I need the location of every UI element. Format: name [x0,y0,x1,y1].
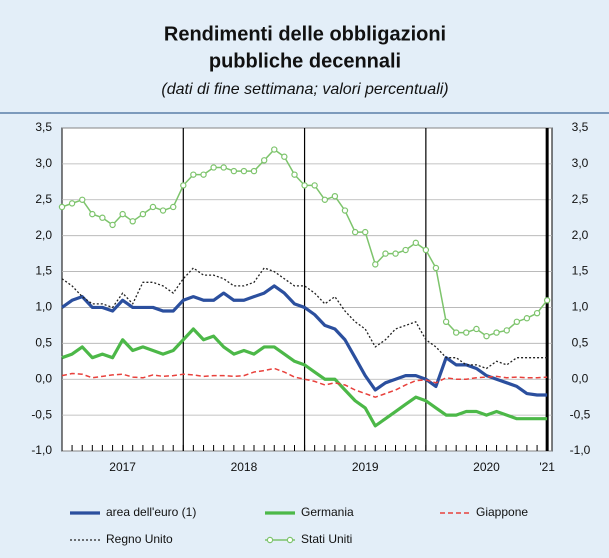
series-marker [139,210,147,218]
series-marker [533,309,541,317]
series-marker [291,171,298,178]
series-marker [301,182,308,189]
series-marker [180,182,187,189]
series-marker [493,329,500,336]
series-marker [260,157,268,164]
x-tick-label: 2018 [231,460,258,474]
x-tick-label: '21 [539,460,555,474]
series-marker [523,315,531,322]
series-marker [351,228,359,236]
series-marker [321,196,329,203]
chart-title: Rendimenti delle obbligazioni [164,23,446,45]
series-marker [240,167,248,175]
series-marker [89,210,96,218]
series-marker [149,203,157,211]
x-tick-label: 2019 [352,460,379,474]
series-marker [200,171,207,178]
series-marker [372,261,379,268]
y-tick-label: 2,0 [35,228,52,242]
y2-tick-label: 2,0 [572,228,589,242]
series-marker [432,264,440,272]
series-line [61,267,548,370]
y-tick-label: 3,5 [35,120,52,134]
y2-tick-label: 1,0 [572,300,589,314]
series-marker [159,207,167,214]
series-marker [109,221,116,229]
series-marker [129,218,136,225]
series-marker [483,332,490,340]
series-marker [311,182,318,189]
series-marker [382,250,389,257]
series-marker [452,329,460,336]
series-marker [331,192,339,200]
series-line [61,284,548,397]
series-marker [220,164,227,171]
y-tick-label: -1,0 [31,443,52,457]
series-line [61,367,548,398]
y-tick-label: 1,5 [35,264,52,278]
y2-tick-label: 2,5 [572,192,589,206]
y-tick-label: 0,0 [35,371,52,385]
legend-label: area dell'euro (1) [106,505,196,519]
series-marker [422,246,430,254]
series-marker [170,203,177,211]
series-marker [210,164,217,171]
series-marker [190,171,197,178]
y2-tick-label: -0,5 [570,407,591,421]
series-marker [99,214,106,221]
series-marker [119,210,126,218]
y2-tick-label: 1,5 [572,264,589,278]
y-tick-label: 2,5 [35,192,52,206]
series-marker [463,329,470,336]
chart-title: pubbliche decennali [209,50,401,72]
series-marker [271,146,278,153]
y2-tick-label: 0,5 [572,336,589,350]
series-line [61,327,548,428]
series-marker [473,325,480,333]
series-marker [230,167,238,175]
x-tick-label: 2020 [473,460,500,474]
series-marker [68,200,76,207]
y-tick-label: 3,0 [35,156,52,170]
y2-tick-label: 3,0 [572,156,589,170]
series-marker [281,153,288,160]
legend-label: Regno Unito [106,532,173,546]
y-tick-label: 0,5 [35,336,52,350]
series-marker [402,246,409,254]
series-marker [503,327,510,334]
series-marker [392,250,399,257]
series-marker [442,318,450,325]
legend-marker [266,536,274,544]
plot-area [61,127,553,452]
x-tick-label: 2017 [109,460,136,474]
series-marker [513,318,521,325]
legend-label: Germania [301,505,354,519]
y2-tick-label: -1,0 [570,443,591,457]
chart-subtitle: (dati di fine settimana; valori percentu… [161,81,448,98]
series-marker [250,167,258,175]
y2-tick-label: 0,0 [572,371,589,385]
series-marker [341,207,349,214]
series-marker [543,297,551,304]
y2-tick-label: 3,5 [572,120,589,134]
series-marker [412,239,419,247]
legend-label: Giappone [476,505,528,519]
legend-label: Stati Uniti [301,532,352,546]
series-marker [362,228,369,236]
legend-marker [286,536,294,544]
y-tick-label: 1,0 [35,300,52,314]
y-tick-label: -0,5 [31,407,52,421]
series-marker [58,203,66,211]
series-marker [79,196,86,203]
